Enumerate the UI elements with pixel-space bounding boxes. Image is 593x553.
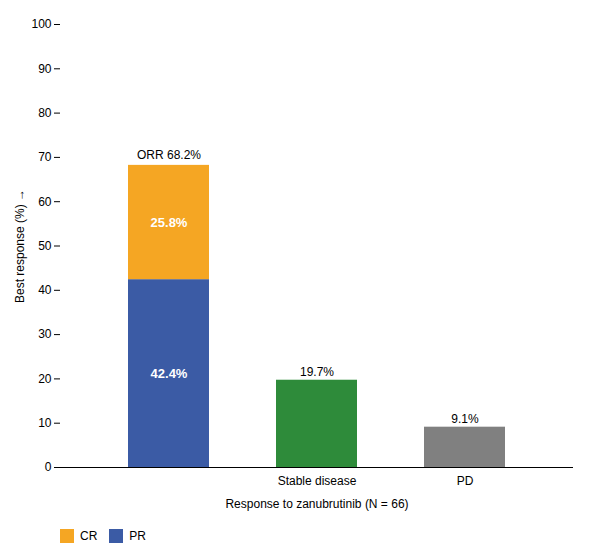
svg-text:50: 50 (38, 239, 52, 253)
svg-text:20: 20 (38, 372, 52, 386)
svg-text:40: 40 (38, 283, 52, 297)
svg-text:30: 30 (38, 327, 52, 341)
svg-text:ORR 68.2%: ORR 68.2% (137, 148, 201, 162)
svg-text:60: 60 (38, 195, 52, 209)
svg-text:10: 10 (38, 416, 52, 430)
html-text:PR: PR (129, 528, 146, 543)
svg-text:42.4%: 42.4% (151, 366, 188, 381)
svg-text:Response to zanubrutinib (N =: Response to zanubrutinib (N = 66) (225, 497, 408, 511)
html-text:CR: CR (80, 528, 98, 543)
svg-text:80: 80 (38, 106, 52, 120)
svg-text:90: 90 (38, 62, 52, 76)
svg-text:70: 70 (38, 150, 52, 164)
svg-text:PD: PD (457, 474, 474, 488)
svg-text:25.8%: 25.8% (151, 215, 188, 230)
svg-text:9.1%: 9.1% (451, 412, 479, 426)
svg-text:19.7%: 19.7% (300, 365, 334, 379)
svg-text:Stable disease: Stable disease (278, 474, 357, 488)
svg-text:0: 0 (45, 460, 52, 474)
svg-text:Best response (%) →: Best response (%) → (13, 189, 27, 303)
svg-text:100: 100 (31, 17, 51, 31)
